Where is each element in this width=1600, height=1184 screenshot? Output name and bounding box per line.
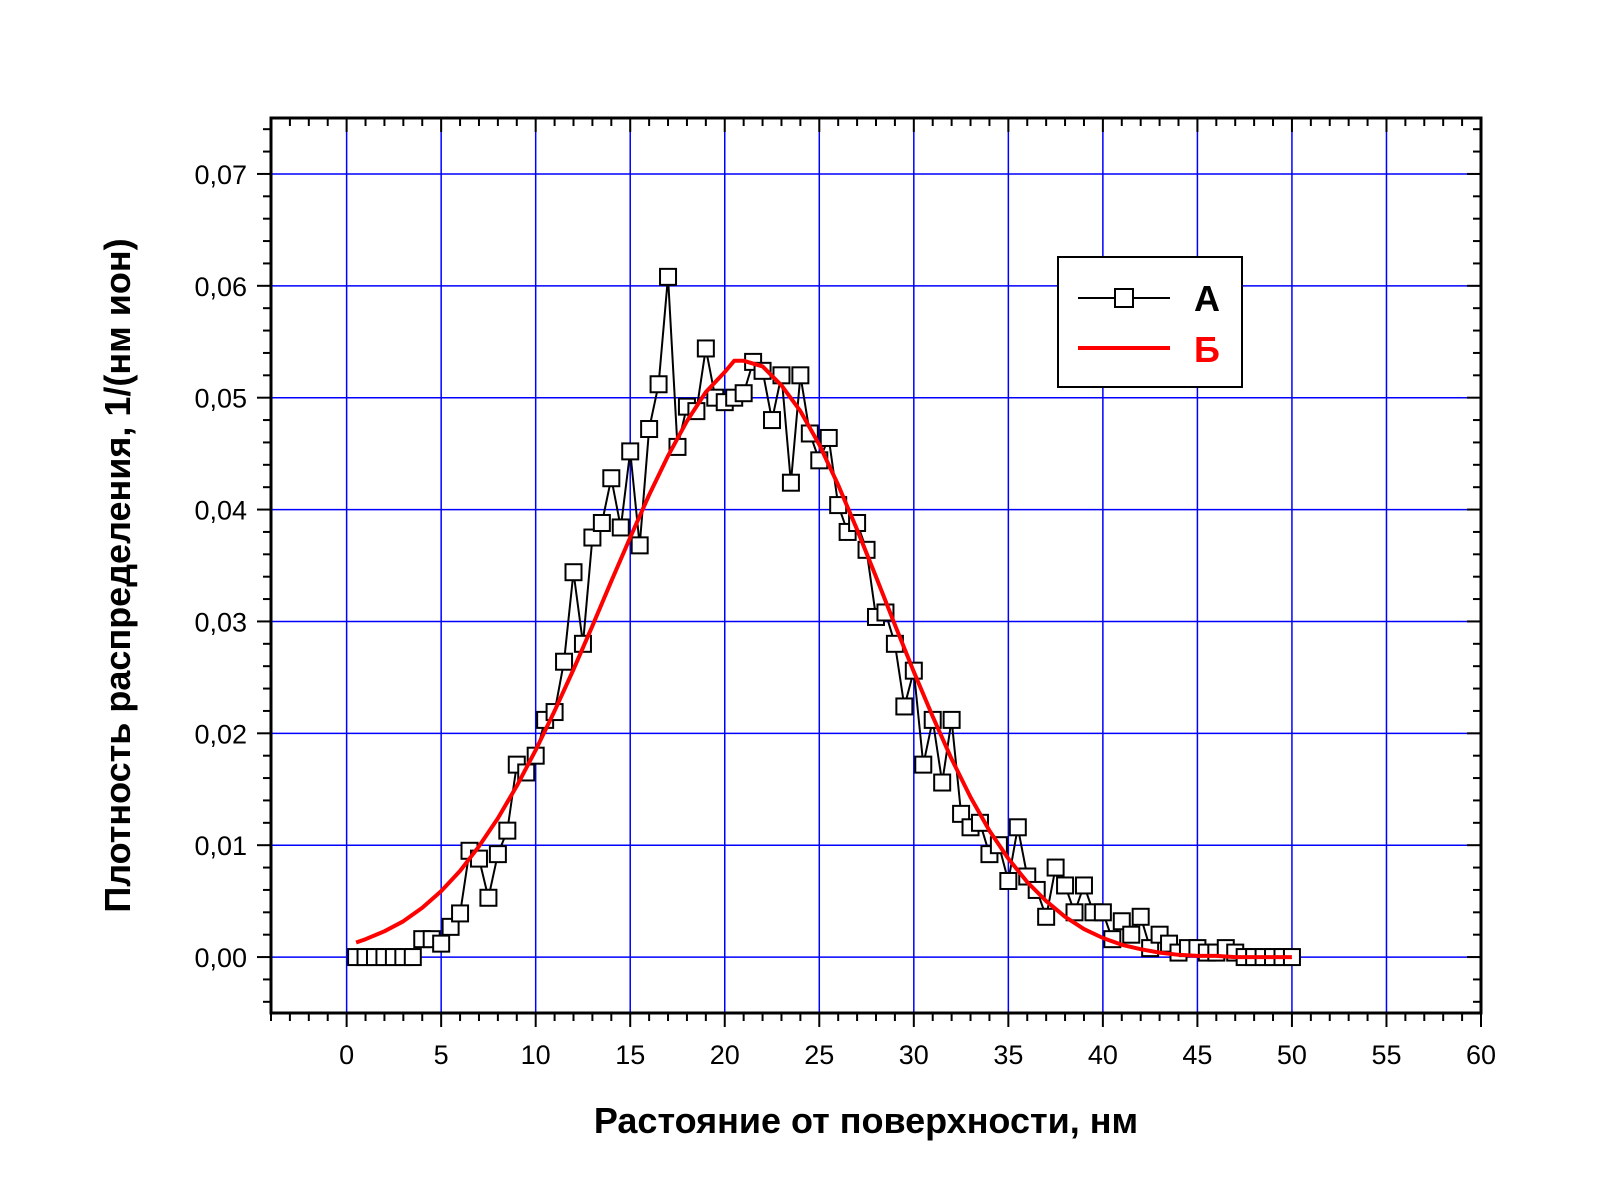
series-a-marker (1046, 858, 1065, 877)
series-a-marker (1112, 912, 1131, 931)
legend-marker-a (1114, 288, 1134, 308)
series-a-marker (1065, 903, 1084, 922)
series-a-marker (791, 366, 810, 385)
series-a-marker (498, 821, 517, 840)
series-a-marker (933, 773, 952, 792)
series-a-marker (479, 888, 498, 907)
x-tick-label: 45 (1182, 1040, 1212, 1070)
y-tick-label: 0,01 (194, 831, 247, 861)
y-tick-labels: 0,00 0,01 0,02 0,03 0,04 0,05 0,06 0,07 (194, 160, 247, 973)
series-a-marker (602, 469, 621, 488)
series-a-marker (649, 375, 668, 394)
series (347, 267, 1301, 967)
legend: А Б (1057, 256, 1243, 388)
series-b-line (355, 358, 1292, 960)
x-axis-title: Растояние от поверхности, нм (594, 1100, 1138, 1141)
y-tick-label: 0,00 (194, 943, 247, 973)
series-a-marker (451, 904, 470, 923)
series-a-marker (942, 710, 961, 729)
series-a-marker (895, 697, 914, 716)
series-a-marker (819, 428, 838, 447)
series-a-marker (914, 755, 933, 774)
y-tick-label: 0,02 (194, 719, 247, 749)
x-tick-label: 55 (1371, 1040, 1401, 1070)
x-tick-label: 10 (521, 1040, 551, 1070)
series-a-marker (583, 528, 602, 547)
x-tick-label: 0 (339, 1040, 354, 1070)
x-tick-label: 25 (804, 1040, 834, 1070)
series-a-marker (999, 871, 1018, 890)
series-a-marker (1131, 907, 1150, 926)
series-a-marker (1122, 925, 1141, 944)
x-tick-label: 15 (615, 1040, 645, 1070)
series-a-marker (1037, 907, 1056, 926)
legend-label-a: А (1194, 278, 1220, 319)
x-tick-label: 20 (710, 1040, 740, 1070)
x-tick-labels: 0 5 10 15 20 25 30 35 40 45 50 55 60 (339, 1040, 1496, 1070)
series-a-marker (555, 652, 574, 671)
x-tick-label: 35 (993, 1040, 1023, 1070)
series-a-marker (488, 845, 507, 864)
x-tick-label: 30 (899, 1040, 929, 1070)
y-axis-title: Плотность распределения, 1/(нм ион) (97, 238, 138, 912)
series-a-marker (1093, 903, 1112, 922)
x-tick-label: 40 (1088, 1040, 1118, 1070)
series-a-marker (763, 411, 782, 430)
y-tick-label: 0,05 (194, 384, 247, 414)
series-a-marker (441, 917, 460, 936)
y-tick-label: 0,06 (194, 272, 247, 302)
series-a-marker (1056, 876, 1075, 895)
series-a-marker (659, 267, 678, 286)
y-tick-label: 0,04 (194, 496, 247, 526)
x-tick-label: 50 (1277, 1040, 1307, 1070)
x-tick-label: 5 (434, 1040, 449, 1070)
series-a-marker (432, 934, 451, 953)
series-a-marker (403, 948, 422, 967)
series-a-marker (592, 513, 611, 532)
series-a-marker (621, 442, 640, 461)
legend-box (1057, 256, 1243, 388)
series-a-marker (1074, 876, 1093, 895)
series-a-marker (781, 473, 800, 492)
y-tick-label: 0,07 (194, 160, 247, 190)
plot-frame (269, 116, 1483, 1015)
series-a-marker (640, 420, 659, 439)
series-a-marker (611, 518, 630, 537)
series-a-marker (952, 804, 971, 823)
y-tick-label: 0,03 (194, 607, 247, 637)
series-a-marker (564, 563, 583, 582)
x-tick-label: 60 (1466, 1040, 1496, 1070)
series-a-marker (630, 536, 649, 555)
series-a-marker (1008, 818, 1027, 837)
series-a-marker (696, 339, 715, 358)
series-a-marker (734, 384, 753, 403)
legend-label-b: Б (1194, 329, 1220, 370)
